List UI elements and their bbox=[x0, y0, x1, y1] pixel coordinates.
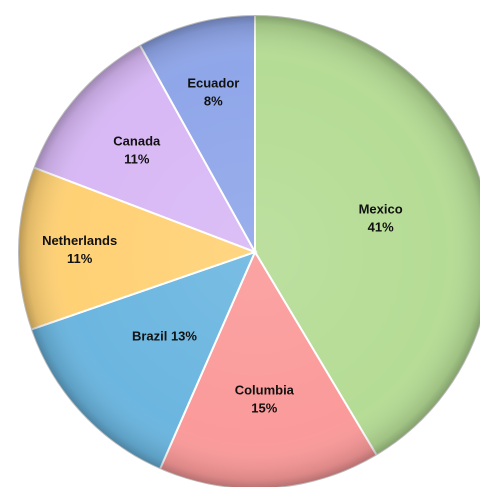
data-label-ecuador: Ecuador 8% bbox=[187, 75, 239, 108]
data-label-mexico: Mexico 41% bbox=[359, 201, 403, 234]
data-label-brazil: Brazil 13% bbox=[132, 329, 197, 344]
pie-labels: Mexico 41% Columbia 15% Brazil 13% Netherland… bbox=[42, 75, 403, 415]
data-label-canada: Canada 11% bbox=[113, 134, 161, 167]
data-label-netherlands: Netherlands 11% bbox=[42, 233, 117, 266]
data-label-columbia: Columbia 15% bbox=[235, 383, 295, 416]
